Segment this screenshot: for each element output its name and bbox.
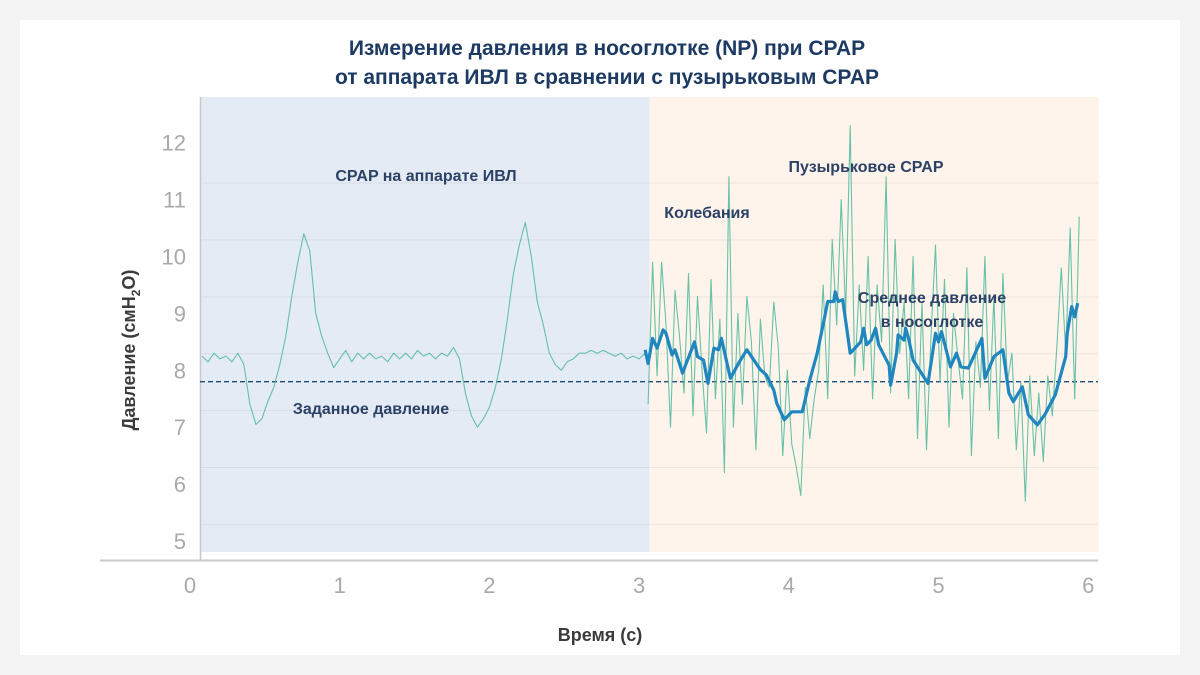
region-label-ventilator: CPAP на аппарате ИВЛ <box>335 168 516 185</box>
y-label-main: Давление (смH <box>119 296 139 430</box>
y-label-subscript: 2 <box>129 289 143 296</box>
x-tick-label: 6 <box>1082 573 1094 598</box>
y-tick-label: 11 <box>163 188 186 213</box>
annotation-oscillations: Колебания <box>664 205 749 222</box>
annotation-mean-line1: Среднее давление <box>858 290 1006 307</box>
y-tick-label: 10 <box>162 245 186 270</box>
chart-title-line2: от аппарата ИВЛ в сравнении с пузырьковы… <box>335 66 879 89</box>
region-label-bubble: Пузырьковое CPAP <box>789 159 944 176</box>
series-mean-np <box>643 290 1080 427</box>
y-tick-label: 5 <box>174 529 186 554</box>
y-tick-label: 12 <box>162 131 186 156</box>
x-tick-label: 3 <box>633 573 645 598</box>
chart-title-line1: Измерение давления в носоглотке (NP) при… <box>349 37 865 60</box>
region-bg-0 <box>200 97 650 552</box>
y-tick-label: 9 <box>174 301 186 326</box>
annotation-mean-line2: в носоглотке <box>881 314 984 331</box>
x-tick-label: 4 <box>783 573 795 598</box>
x-tick-label: 2 <box>483 573 495 598</box>
y-label-end: O) <box>119 270 139 290</box>
x-axis-label: Время (с) <box>558 625 643 645</box>
series-ventilator-np <box>201 221 646 428</box>
y-axis-label: Давление (смH2O) <box>119 270 143 431</box>
y-tick-label: 6 <box>174 472 186 497</box>
set-pressure-label: Заданное давление <box>293 401 449 418</box>
x-tick-label: 5 <box>932 573 944 598</box>
x-tick-label: 1 <box>334 573 346 598</box>
y-tick-label: 7 <box>174 415 186 440</box>
y-tick-label: 8 <box>174 358 186 383</box>
x-tick-label: 0 <box>184 573 196 598</box>
